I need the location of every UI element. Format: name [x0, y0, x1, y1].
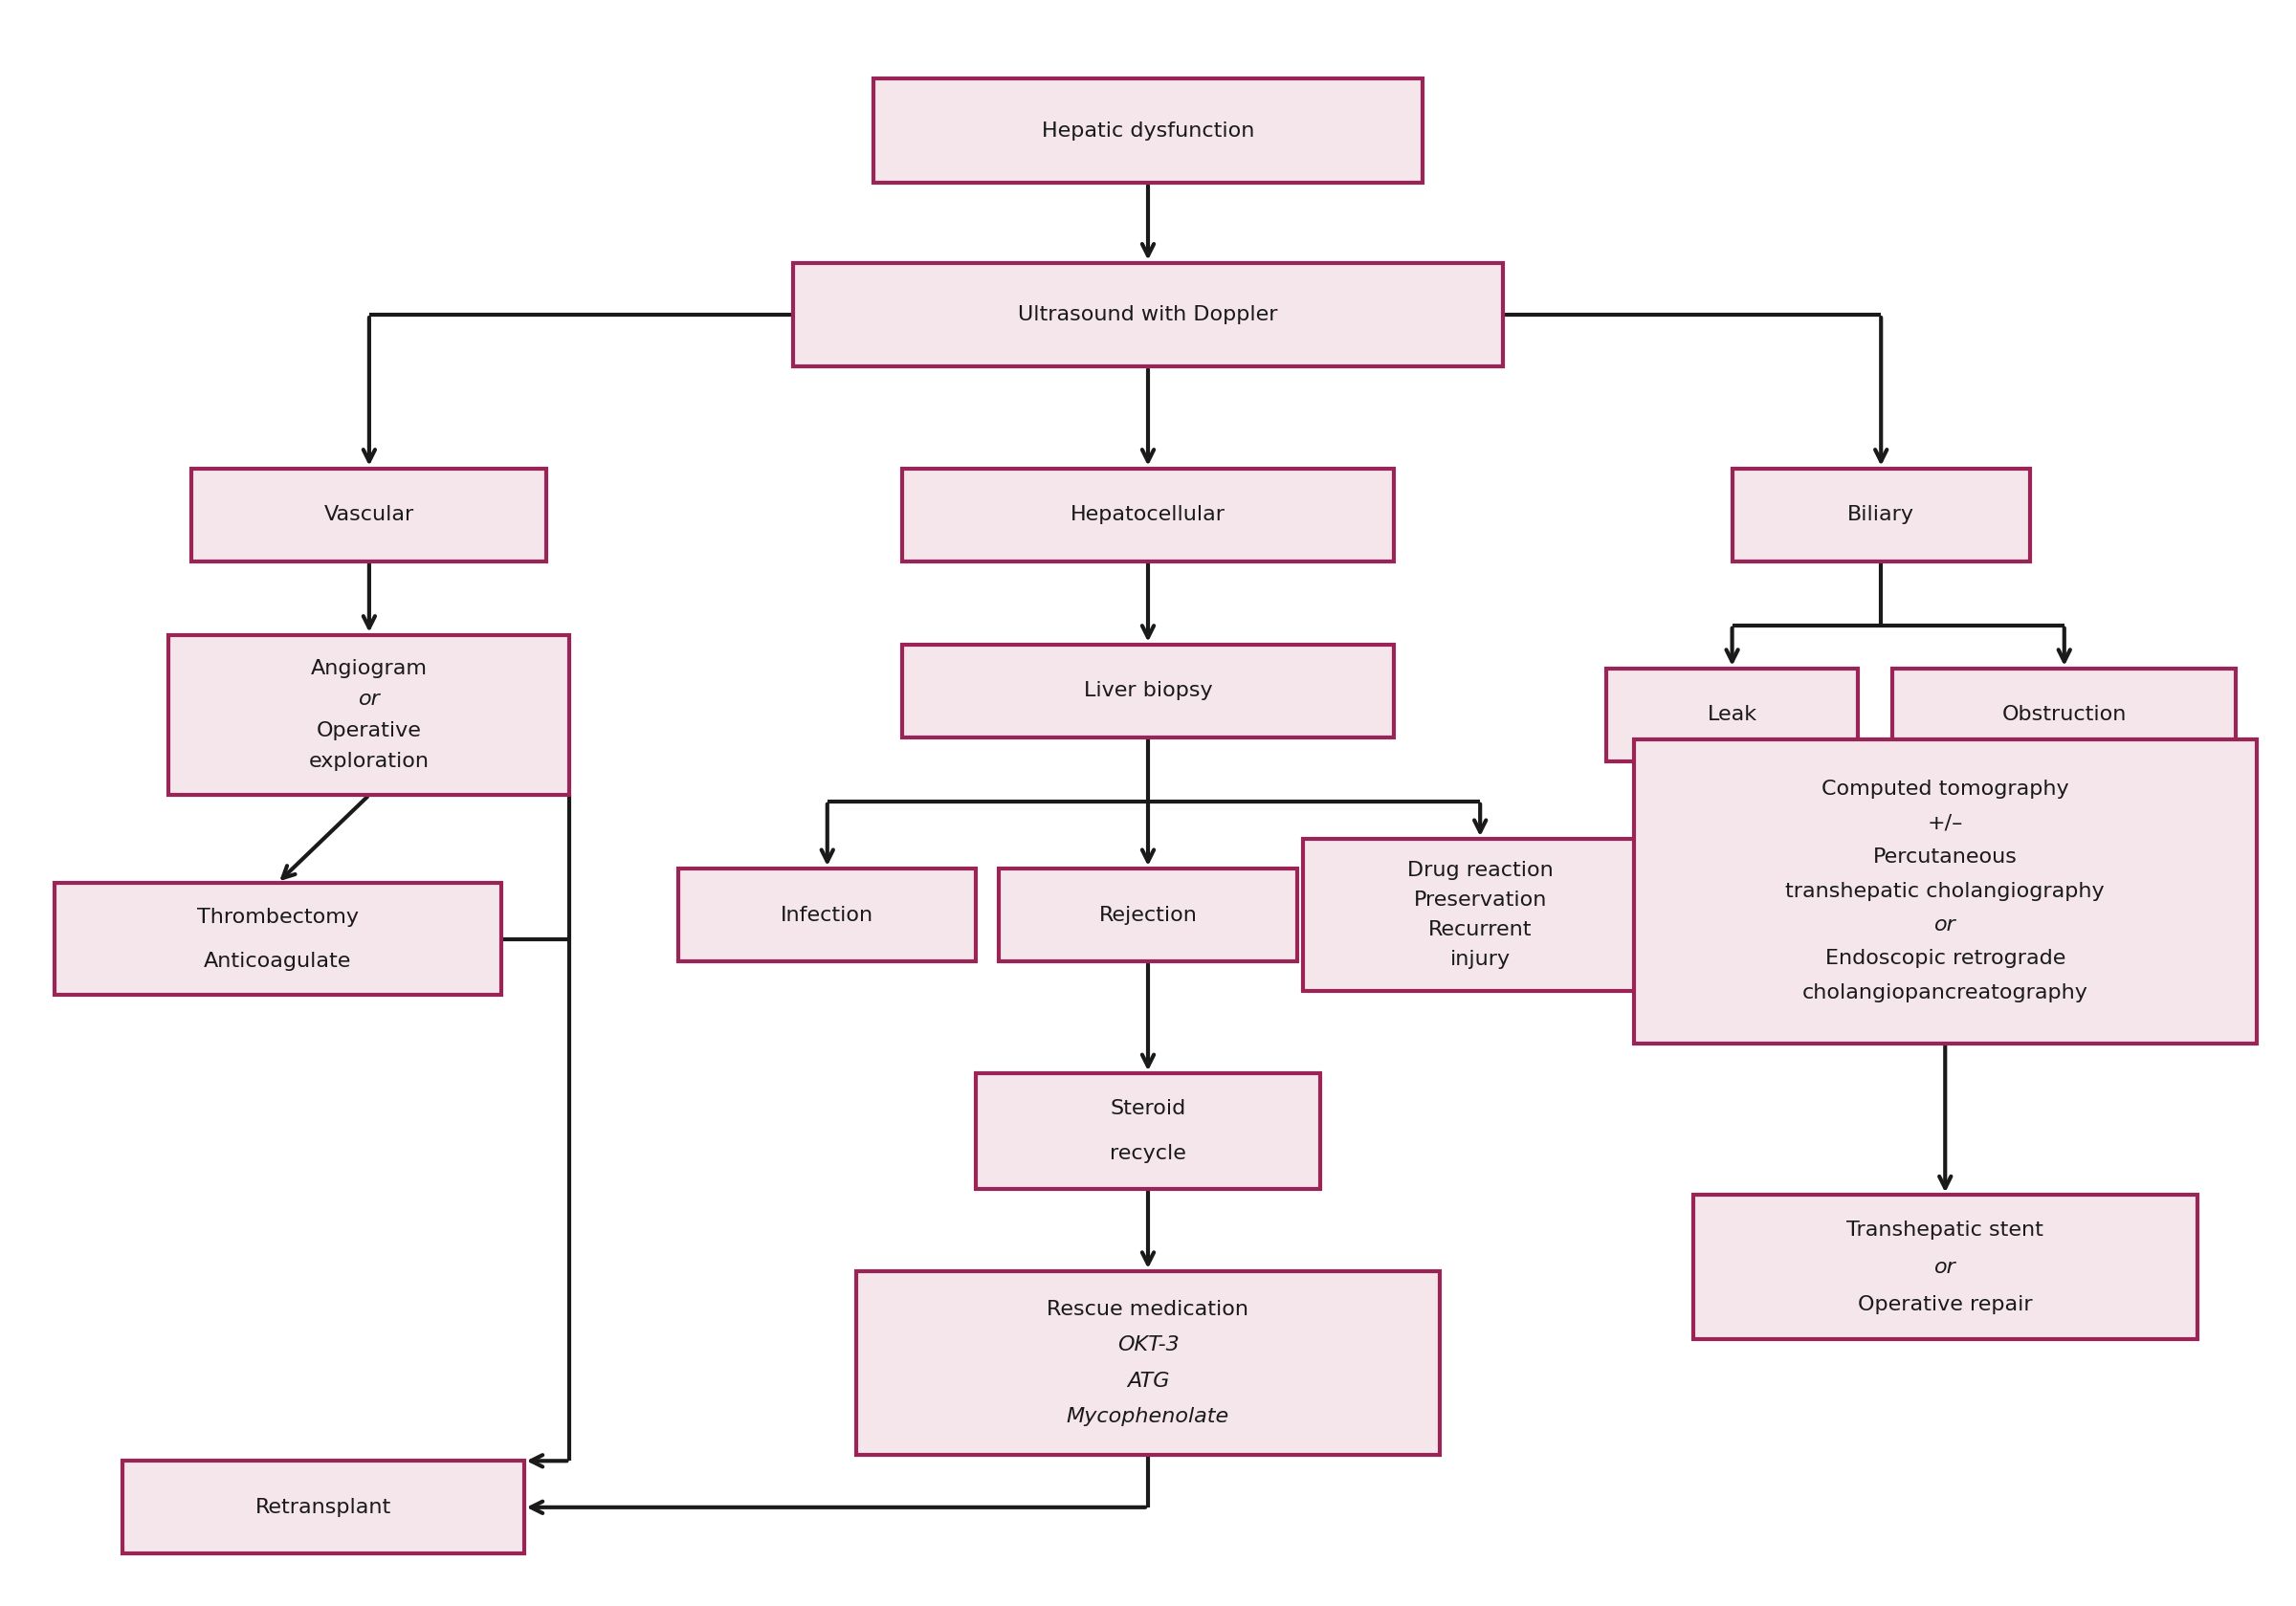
FancyBboxPatch shape	[1635, 739, 2257, 1044]
Text: or: or	[1933, 915, 1956, 935]
FancyBboxPatch shape	[872, 79, 1424, 183]
FancyBboxPatch shape	[1302, 838, 1658, 991]
Text: transhepatic cholangiography: transhepatic cholangiography	[1786, 882, 2105, 901]
Text: injury: injury	[1451, 951, 1511, 968]
Text: Rescue medication: Rescue medication	[1047, 1299, 1249, 1319]
Text: Biliary: Biliary	[1848, 506, 1915, 525]
FancyBboxPatch shape	[856, 1272, 1440, 1455]
FancyBboxPatch shape	[999, 869, 1297, 962]
Text: Hepatic dysfunction: Hepatic dysfunction	[1042, 120, 1254, 140]
Text: Operative repair: Operative repair	[1857, 1294, 2032, 1314]
FancyBboxPatch shape	[1607, 668, 1857, 761]
FancyBboxPatch shape	[124, 1461, 523, 1553]
Text: Drug reaction: Drug reaction	[1407, 861, 1552, 880]
FancyBboxPatch shape	[976, 1073, 1320, 1188]
FancyBboxPatch shape	[792, 263, 1504, 366]
Text: or: or	[358, 691, 381, 708]
Text: Thrombectomy: Thrombectomy	[197, 907, 358, 927]
Text: Infection: Infection	[781, 906, 875, 925]
FancyBboxPatch shape	[677, 869, 976, 962]
Text: Mycophenolate: Mycophenolate	[1068, 1407, 1228, 1426]
Text: exploration: exploration	[310, 752, 429, 771]
Text: +/–: +/–	[1926, 814, 1963, 834]
Text: Retransplant: Retransplant	[255, 1498, 390, 1518]
FancyBboxPatch shape	[55, 883, 501, 996]
Text: ATG: ATG	[1127, 1372, 1169, 1391]
FancyBboxPatch shape	[1692, 1195, 2197, 1339]
Text: Percutaneous: Percutaneous	[1874, 848, 2018, 867]
FancyBboxPatch shape	[1731, 469, 2030, 560]
Text: Ultrasound with Doppler: Ultrasound with Doppler	[1017, 305, 1279, 324]
Text: Steroid: Steroid	[1109, 1099, 1187, 1118]
Text: Angiogram: Angiogram	[310, 658, 427, 678]
Text: Operative: Operative	[317, 721, 422, 740]
Text: OKT-3: OKT-3	[1118, 1336, 1178, 1355]
FancyBboxPatch shape	[902, 469, 1394, 560]
Text: Endoscopic retrograde: Endoscopic retrograde	[1825, 949, 2066, 968]
Text: Liver biopsy: Liver biopsy	[1084, 681, 1212, 700]
FancyBboxPatch shape	[168, 634, 569, 795]
Text: recycle: recycle	[1109, 1143, 1187, 1163]
Text: Rejection: Rejection	[1100, 906, 1196, 925]
FancyBboxPatch shape	[191, 469, 546, 560]
Text: Hepatocellular: Hepatocellular	[1070, 506, 1226, 525]
Text: Computed tomography: Computed tomography	[1821, 781, 2069, 798]
Text: Recurrent: Recurrent	[1428, 920, 1531, 940]
FancyBboxPatch shape	[902, 644, 1394, 737]
Text: cholangiopancreatography: cholangiopancreatography	[1802, 983, 2087, 1002]
Text: Transhepatic stent: Transhepatic stent	[1846, 1221, 2043, 1240]
Text: Vascular: Vascular	[324, 506, 413, 525]
Text: Anticoagulate: Anticoagulate	[204, 951, 351, 970]
Text: Leak: Leak	[1708, 705, 1756, 724]
Text: or: or	[1933, 1257, 1956, 1277]
FancyBboxPatch shape	[1892, 668, 2236, 761]
Text: Obstruction: Obstruction	[2002, 705, 2126, 724]
Text: Preservation: Preservation	[1414, 891, 1548, 909]
